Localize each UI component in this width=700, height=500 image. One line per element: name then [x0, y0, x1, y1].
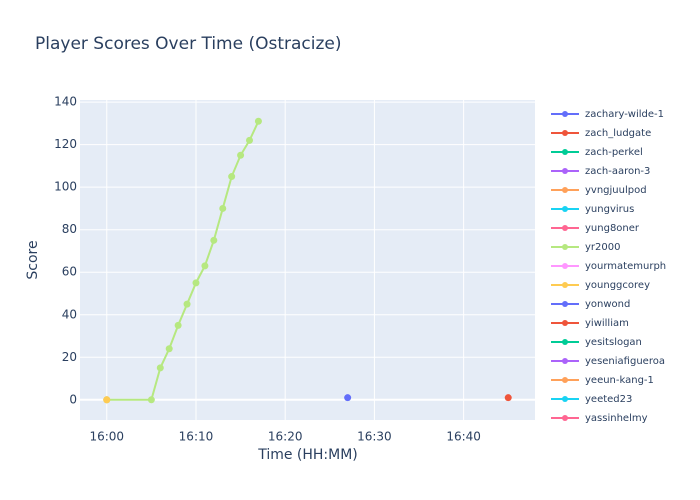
legend-item[interactable]: yungvirus [551, 204, 634, 215]
plot-area [80, 100, 535, 420]
data-point [183, 300, 191, 308]
data-point [147, 396, 155, 404]
legend-marker [562, 396, 568, 402]
legend-marker [562, 415, 568, 421]
y-tick-label: 100 [54, 180, 77, 194]
legend-item[interactable]: yeeted23 [551, 394, 632, 405]
legend-marker [562, 263, 568, 269]
legend-marker [562, 320, 568, 326]
legend-label: yvngjuulpod [585, 185, 647, 196]
series-line [106, 120, 260, 401]
data-point [165, 345, 173, 353]
legend-item[interactable]: yeseniafigueroa [551, 356, 665, 367]
legend-marker [562, 358, 568, 364]
x-tick-label: 16:10 [179, 430, 214, 444]
y-tick-label: 120 [54, 137, 77, 151]
legend-marker [562, 111, 568, 117]
legend-marker [562, 377, 568, 383]
legend-label: zach-aaron-3 [585, 166, 650, 177]
x-tick-label: 16:30 [357, 430, 392, 444]
y-tick-label: 60 [62, 265, 77, 279]
legend-item[interactable]: yr2000 [551, 242, 620, 253]
legend-item[interactable]: yesitslogan [551, 337, 642, 348]
legend-marker [562, 187, 568, 193]
y-tick-label: 40 [62, 307, 77, 321]
legend-marker [562, 130, 568, 136]
legend-label: yungvirus [585, 204, 634, 215]
legend-item[interactable]: younggcorey [551, 280, 650, 291]
data-point [192, 279, 200, 287]
legend-item[interactable]: yiwilliam [551, 318, 629, 329]
legend-label: yr2000 [585, 242, 620, 253]
legend-label: zachary-wilde-1 [585, 109, 664, 120]
data-point [344, 394, 352, 402]
legend-marker [562, 301, 568, 307]
chart-title: Player Scores Over Time (Ostracize) [35, 34, 342, 54]
y-tick-label: 0 [69, 392, 77, 406]
legend-label: yourmatemurph [585, 261, 666, 272]
legend-marker [562, 282, 568, 288]
y-tick-label: 80 [62, 222, 77, 236]
y-tick-label: 140 [54, 95, 77, 109]
legend-label: yiwilliam [585, 318, 629, 329]
y-axis-title: Score [25, 240, 41, 279]
x-tick-label: 16:40 [446, 430, 481, 444]
legend-item[interactable]: zach-aaron-3 [551, 166, 650, 177]
legend-label: zach-perkel [585, 147, 643, 158]
legend-label: yeeted23 [585, 394, 632, 405]
legend-marker [562, 206, 568, 212]
data-point [228, 173, 236, 181]
data-point [201, 262, 209, 270]
legend-item[interactable]: zach_ludgate [551, 128, 651, 139]
legend-marker [562, 149, 568, 155]
data-point [210, 236, 218, 244]
legend-item[interactable]: yung8oner [551, 223, 640, 234]
legend-label: yonwond [585, 299, 630, 310]
legend-item[interactable]: zachary-wilde-1 [551, 109, 664, 120]
legend-label: younggcorey [585, 280, 650, 291]
legend-marker [562, 339, 568, 345]
y-tick-label: 20 [62, 350, 77, 364]
data-point [504, 394, 512, 402]
legend-item[interactable]: yassinhelmy [551, 413, 648, 424]
legend-label: yeeun-kang-1 [585, 375, 654, 386]
data-point [237, 151, 245, 159]
legend-label: yesitslogan [585, 337, 642, 348]
legend-item[interactable]: yonwond [551, 299, 630, 310]
legend-item[interactable]: yourmatemurph [551, 261, 666, 272]
legend-label: zach_ludgate [585, 128, 651, 139]
x-tick-label: 16:20 [268, 430, 303, 444]
legend-label: yeseniafigueroa [585, 356, 665, 367]
data-point [103, 396, 111, 404]
x-tick-label: 16:00 [89, 430, 124, 444]
series-layer [103, 117, 512, 404]
legend-marker [562, 225, 568, 231]
data-point [246, 136, 254, 144]
data-point [254, 117, 262, 125]
legend-label: yassinhelmy [585, 413, 648, 424]
legend-marker [562, 244, 568, 250]
data-point [174, 321, 182, 329]
legend-marker [562, 168, 568, 174]
legend-item[interactable]: yeeun-kang-1 [551, 375, 654, 386]
legend-item[interactable]: zach-perkel [551, 147, 643, 158]
grid [80, 100, 535, 420]
data-point [156, 364, 164, 372]
x-axis-title: Time (HH:MM) [257, 447, 358, 463]
legend: zachary-wilde-1 zach_ludgate zach-perkel za… [551, 109, 666, 424]
data-point [219, 204, 227, 212]
legend-label: yung8oner [585, 223, 640, 234]
legend-item[interactable]: yvngjuulpod [551, 185, 647, 196]
